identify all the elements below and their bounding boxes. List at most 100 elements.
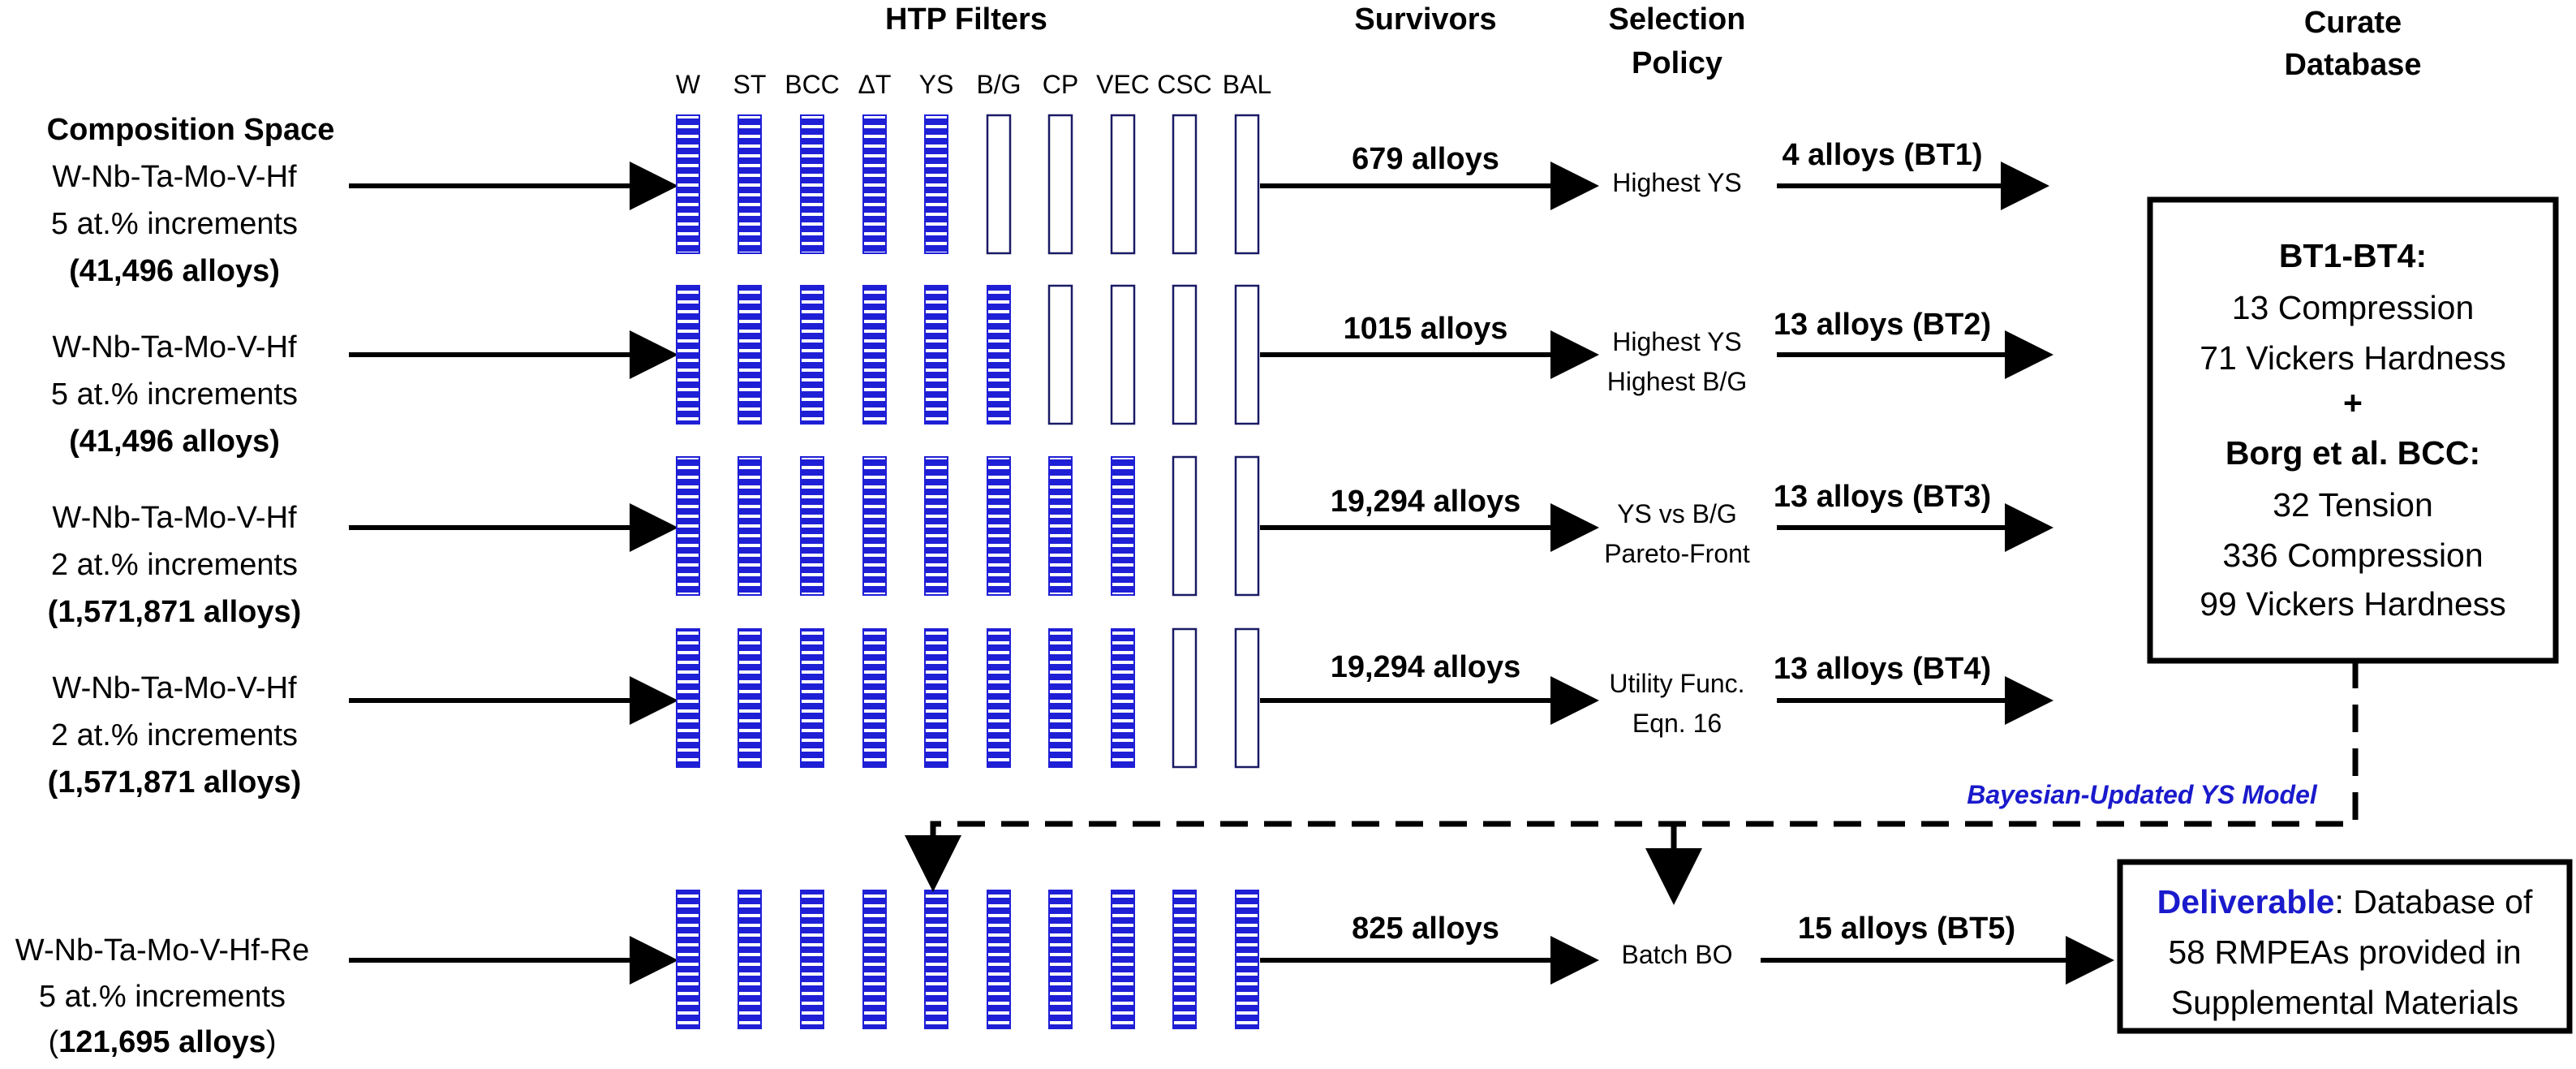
filter-bar-bg-active	[987, 285, 1011, 425]
composition-system: W-Nb-Ta-Mo-V-Hf	[52, 330, 297, 364]
composition-system: W-Nb-Ta-Mo-V-Hf	[52, 160, 297, 194]
database-line-compression-b: 336 Compression	[2222, 537, 2483, 574]
filter-bar-w-active	[676, 628, 700, 768]
composition-system: W-Nb-Ta-Mo-V-Hf-Re	[15, 933, 309, 968]
filter-label-1: ST	[733, 70, 767, 99]
filter-column-labels: W ST BCC ΔT YS B/G CP VEC CSC BAL	[676, 70, 1271, 99]
composition-count: (41,496 alloys)	[69, 425, 280, 459]
filter-bar-bal-inactive	[1234, 627, 1260, 769]
composition-increment: 2 at.% increments	[51, 548, 298, 582]
composition-count: (41,496 alloys)	[69, 254, 280, 288]
pipeline-row-1: W-Nb-Ta-Mo-V-Hf 5 at.% increments (41,496 …	[51, 114, 2049, 288]
filter-bar-ys-active	[924, 628, 948, 768]
selection-policy-text: Batch BO	[1622, 940, 1733, 969]
selected-count: 15 alloys (BT5)	[1798, 912, 2015, 946]
filter-bar-ys-active	[924, 456, 948, 596]
filter-bar-vec-active	[1111, 628, 1135, 768]
filter-bar-st-active	[738, 890, 762, 1029]
filter-bar-csc-active	[1172, 890, 1197, 1029]
curate-database-header-line2: Database	[2285, 48, 2422, 82]
filter-bar-t-active	[862, 114, 887, 254]
survivor-count: 825 alloys	[1352, 912, 1499, 946]
survivor-count: 679 alloys	[1352, 142, 1499, 176]
filter-label-2: BCC	[785, 70, 840, 99]
filter-bar-bal-inactive	[1234, 284, 1260, 425]
composition-increment: 2 at.% increments	[51, 718, 298, 752]
selection-policy-header-line2: Policy	[1632, 46, 1722, 80]
filter-bar-st-active	[738, 456, 762, 596]
survivors-header: Survivors	[1354, 2, 1496, 37]
filter-bar-w-active	[676, 285, 700, 425]
selection-policy-text: Eqn. 16	[1632, 709, 1722, 738]
selected-count: 4 alloys (BT1)	[1782, 138, 1982, 172]
filter-bar-bcc-active	[800, 114, 824, 254]
composition-count: (121,695 alloys)	[49, 1025, 277, 1059]
survivor-count: 1015 alloys	[1344, 312, 1508, 346]
database-line-vickers: 71 Vickers Hardness	[2200, 339, 2506, 377]
selection-policy-text: YS vs B/G	[1617, 499, 1737, 528]
filter-label-8: CSC	[1157, 70, 1212, 99]
filter-bar-csc-inactive	[1172, 627, 1198, 769]
selected-count: 13 alloys (BT4)	[1774, 652, 1991, 686]
composition-increment: 5 at.% increments	[51, 207, 298, 241]
selection-policy-text: Highest YS	[1612, 168, 1742, 197]
database-subtitle: Borg et al. BCC:	[2226, 434, 2480, 472]
filter-label-9: BAL	[1223, 70, 1271, 99]
pipeline-row-2: W-Nb-Ta-Mo-V-Hf 5 at.% increments (41,496 …	[51, 284, 2053, 459]
composition-space-header: Composition Space	[47, 113, 335, 147]
filter-bar-w-active	[676, 114, 700, 254]
filter-bar-cp-active	[1048, 628, 1073, 768]
filter-label-7: VEC	[1096, 70, 1150, 99]
paren-open: (	[49, 1025, 59, 1059]
filter-label-4: YS	[919, 70, 954, 99]
filter-bar-st-active	[738, 628, 762, 768]
filter-bar-cp-inactive	[1047, 114, 1073, 255]
filter-label-5: B/G	[976, 70, 1021, 99]
filter-bar-t-active	[862, 456, 887, 596]
deliverable-line3: Supplemental Materials	[2171, 984, 2518, 1021]
filter-bar-vec-inactive	[1110, 114, 1136, 255]
selection-policy-header-line1: Selection	[1609, 2, 1746, 37]
selection-policy-text: Highest B/G	[1607, 367, 1748, 396]
filter-bar-bcc-active	[800, 890, 824, 1029]
filter-bar-w-active	[676, 890, 700, 1029]
selected-count: 13 alloys (BT3)	[1774, 480, 1991, 514]
database-line-tension: 32 Tension	[2273, 486, 2433, 524]
filter-bar-vec-inactive	[1110, 284, 1136, 425]
composition-count: (1,571,871 alloys)	[48, 765, 302, 800]
pipeline-row-5: W-Nb-Ta-Mo-V-Hf-Re 5 at.% increments (121,…	[15, 890, 2114, 1059]
filter-label-3: ΔT	[858, 70, 892, 99]
filter-bar-bg-active	[987, 628, 1011, 768]
survivor-count: 19,294 alloys	[1331, 650, 1521, 684]
filter-bar-vec-active	[1111, 456, 1135, 596]
deliverable-line1: Deliverable: Database of	[2157, 883, 2533, 920]
curate-database-header-line1: Curate	[2304, 6, 2402, 40]
filter-bar-t-active	[862, 628, 887, 768]
filter-bar-bg-active	[987, 890, 1011, 1029]
filter-bar-t-active	[862, 285, 887, 425]
filter-bar-bal-active	[1235, 890, 1259, 1029]
filter-bar-csc-inactive	[1172, 455, 1198, 597]
filter-bar-cp-active	[1048, 890, 1073, 1029]
survivor-count: 19,294 alloys	[1331, 485, 1521, 519]
composition-count: (1,571,871 alloys)	[48, 595, 302, 629]
selection-policy-text: Highest YS	[1612, 327, 1742, 356]
filter-bar-vec-active	[1111, 890, 1135, 1029]
database-box	[2147, 196, 2559, 664]
selection-policy-text: Utility Func.	[1609, 669, 1744, 698]
pipeline-rows: W-Nb-Ta-Mo-V-Hf 5 at.% increments (41,496 …	[15, 114, 2114, 1059]
deliverable-box	[2117, 859, 2573, 1034]
filter-bar-ys-active	[924, 114, 948, 254]
pipeline-row-3: W-Nb-Ta-Mo-V-Hf 2 at.% increments (1,571,8…	[48, 455, 2053, 629]
filter-bar-csc-inactive	[1172, 284, 1198, 425]
filter-bar-bg-active	[987, 456, 1011, 596]
paren-close: )	[266, 1025, 277, 1059]
filter-bar-bcc-active	[800, 285, 824, 425]
deliverable-text: : Database of	[2334, 883, 2532, 920]
composition-system: W-Nb-Ta-Mo-V-Hf	[52, 501, 297, 535]
filter-bar-ys-active	[924, 890, 948, 1029]
feedback-label: Bayesian-Updated YS Model	[1967, 780, 2318, 809]
filter-bar-st-active	[738, 114, 762, 254]
filter-bar-bal-inactive	[1234, 455, 1260, 597]
